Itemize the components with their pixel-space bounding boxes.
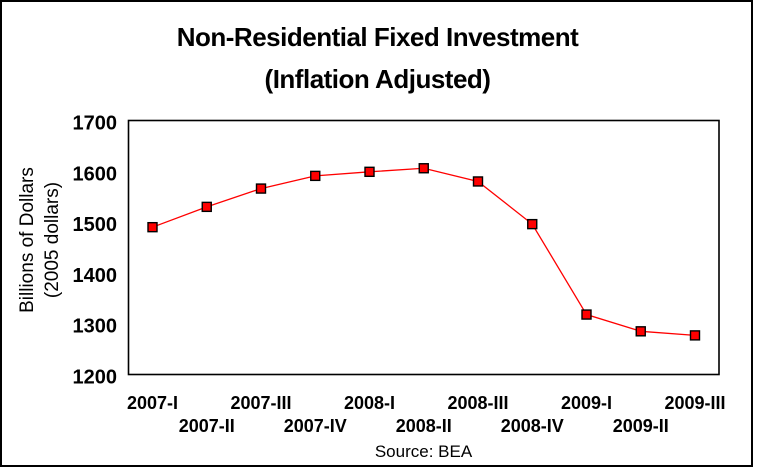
chart-title-line2: (Inflation Adjusted)	[264, 64, 491, 94]
x-tick-label: 2008-IV	[501, 416, 564, 436]
x-tick-label: 2007-II	[179, 416, 235, 436]
source-note: Source: BEA	[374, 442, 473, 461]
data-point-marker	[689, 330, 701, 341]
y-tick-label: 1500	[73, 214, 118, 236]
x-tick-label: 2008-I	[344, 393, 395, 413]
data-point-marker	[201, 201, 212, 213]
plot-border	[127, 119, 720, 376]
data-point-marker	[147, 221, 158, 233]
data-point-marker	[364, 166, 375, 178]
x-tick-label: 2008-II	[396, 416, 452, 436]
x-tick-label: 2007-III	[230, 393, 291, 413]
x-tick-label: 2009-I	[561, 393, 612, 413]
x-tick-label: 2008-III	[447, 393, 508, 413]
x-tick-label: 2009-II	[613, 416, 669, 436]
data-point-marker	[635, 326, 646, 337]
x-tick-label: 2007-I	[127, 393, 178, 413]
data-point-marker	[418, 163, 429, 174]
chart-title-line1: Non-Residential Fixed Investment	[176, 22, 579, 52]
y-tick-label: 1300	[73, 316, 118, 338]
data-point-marker	[581, 309, 592, 320]
y-tick-label: 1200	[73, 367, 118, 389]
y-tick-label: 1600	[73, 163, 118, 185]
data-point-marker	[255, 183, 267, 194]
data-point-marker	[527, 218, 538, 230]
data-series-line	[152, 167, 696, 337]
x-tick-label: 2007-IV	[284, 416, 347, 436]
x-tick-label: 2009-III	[664, 393, 725, 413]
data-point-marker	[310, 170, 321, 182]
chart-border-frame	[0, 0, 753, 467]
y-tick-label: 1700	[73, 113, 118, 135]
y-tick-label: 1400	[73, 265, 118, 287]
chart-title: Non-Residential Fixed Investment (Inflat…	[1, 16, 754, 100]
data-point-marker	[472, 176, 484, 187]
